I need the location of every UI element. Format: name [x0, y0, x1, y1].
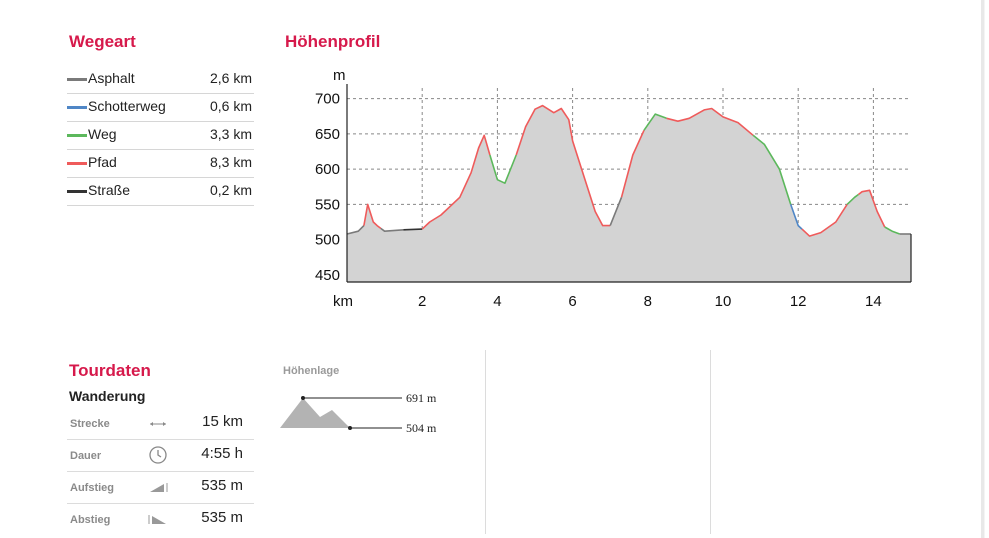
y-axis-unit: m: [333, 67, 346, 84]
schotterweg-swatch: [67, 106, 87, 109]
stat-strecke: Strecke 15 km: [67, 408, 254, 440]
stat-abstieg: Abstieg 535 m: [67, 504, 254, 535]
x-tick-label: 10: [715, 293, 732, 310]
legend-row-strasse: Straße 0,2 km: [67, 178, 254, 206]
stat-aufstieg: Aufstieg 535 m: [67, 472, 254, 504]
hoehenprofil-title: Höhenprofil: [285, 32, 381, 51]
y-tick-label: 550: [315, 196, 340, 213]
segment-weg: [752, 134, 792, 205]
asphalt-swatch: [67, 78, 87, 81]
legend-row-weg: Weg 3,3 km: [67, 122, 254, 150]
stat-label: Strecke: [70, 418, 110, 430]
legend-name: Schotterweg: [88, 98, 166, 114]
legend-value: 2,6 km: [209, 70, 252, 86]
segment-pfad: [363, 203, 382, 230]
x-tick-label: 4: [493, 293, 501, 310]
arrows-horizontal-icon: [150, 422, 166, 426]
pfad-swatch: [67, 162, 87, 165]
segment-asphalt: [346, 225, 365, 235]
legend-name: Straße: [88, 182, 131, 198]
y-tick-label: 650: [315, 126, 340, 143]
legend-row-asphalt: Asphalt 2,6 km: [67, 66, 254, 94]
wegeart-legend: Asphalt 2,6 km Schotterweg 0,6 km Weg 3,…: [67, 66, 254, 206]
stat-value: 4:55 h: [201, 445, 243, 462]
segment-asphalt: [380, 227, 404, 232]
stat-label: Dauer: [70, 450, 102, 462]
segment-weg: [846, 193, 859, 205]
column-divider: [710, 350, 711, 534]
stat-label: Abstieg: [70, 514, 111, 526]
hoehenlage-max: 691 m: [406, 391, 437, 405]
x-tick-label: 12: [790, 293, 807, 310]
legend-value: 8,3 km: [209, 154, 252, 170]
axes: [346, 84, 912, 283]
legend-value: 3,3 km: [209, 126, 252, 142]
stat-value: 535 m: [201, 509, 243, 526]
hoehenlage-label: Höhenlage: [283, 365, 340, 377]
elevation-area: [347, 105, 911, 282]
segment-asphalt: [609, 197, 623, 226]
strasse-swatch: [67, 190, 87, 193]
tourdaten-title: Tourdaten: [69, 361, 151, 380]
segment-pfad: [857, 189, 886, 228]
x-tick-label: 14: [865, 293, 882, 310]
segment-pfad: [666, 107, 754, 136]
x-tick-labels: 2 4 6 8 10 12 14: [418, 293, 882, 310]
tour-stats: Strecke 15 km Dauer 4:55 h Aufstieg 535 …: [67, 408, 254, 535]
legend-value: 0,2 km: [209, 182, 252, 198]
y-tick-label: 500: [315, 232, 340, 249]
stat-value: 15 km: [202, 413, 243, 430]
x-tick-label: 2: [418, 293, 426, 310]
clock-icon: [149, 446, 167, 464]
x-tick-label: 6: [568, 293, 576, 310]
tour-type: Wanderung: [69, 388, 146, 404]
x-axis-unit: km: [333, 293, 353, 310]
segment-weg: [489, 154, 517, 184]
stat-dauer: Dauer 4:55 h: [67, 440, 254, 472]
y-tick-label: 450: [315, 267, 340, 284]
segment-pfad: [620, 129, 645, 198]
descent-icon: [148, 515, 166, 524]
right-border-shadow: [984, 0, 985, 538]
stat-label: Aufstieg: [70, 482, 114, 494]
y-tick-label: 600: [315, 161, 340, 178]
segment-weg: [643, 113, 667, 131]
elevation-chart: 450 500 550 600 650 700 2 4 6 8 10 12 14 m km: [315, 67, 912, 310]
legend-row-pfad: Pfad 8,3 km: [67, 150, 254, 178]
legend-name: Pfad: [88, 154, 117, 170]
mountain-icon: [280, 396, 402, 430]
hoehenlage-min: 504 m: [406, 421, 437, 435]
legend-value: 0,6 km: [209, 98, 252, 114]
x-tick-label: 8: [644, 293, 652, 310]
legend-name: Weg: [88, 126, 117, 142]
surface-segments: [346, 104, 911, 237]
ascent-icon: [150, 483, 168, 492]
segment-straße: [403, 228, 423, 231]
right-border: [981, 0, 984, 538]
segment-weg: [884, 226, 900, 235]
stat-value: 535 m: [201, 477, 243, 494]
segment-pfad: [421, 134, 491, 230]
segment-pfad: [801, 203, 848, 237]
weg-swatch: [67, 134, 87, 137]
segment-schotterweg: [789, 204, 803, 230]
segment-pfad: [515, 104, 611, 227]
y-tick-labels: 450 500 550 600 650 700: [315, 91, 340, 284]
wegeart-title: Wegeart: [69, 32, 136, 51]
legend-row-schotterweg: Schotterweg 0,6 km: [67, 94, 254, 122]
y-tick-label: 700: [315, 91, 340, 108]
legend-name: Asphalt: [88, 70, 135, 86]
column-divider: [485, 350, 486, 534]
